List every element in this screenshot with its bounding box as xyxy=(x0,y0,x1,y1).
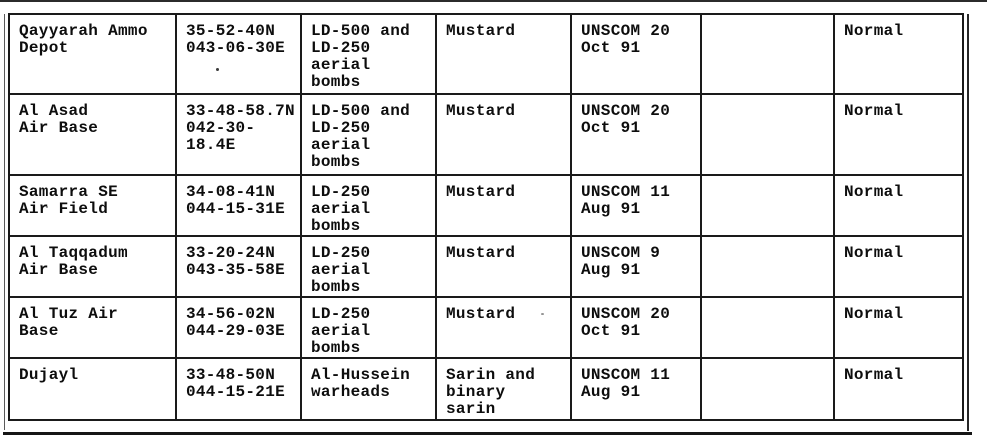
cell-blank xyxy=(700,296,835,359)
cell-coordinates: 33-20-24N 043-35-58E xyxy=(175,235,302,298)
cell-inspection: UNSCOM 20 Oct 91 xyxy=(570,13,702,95)
scan-speck xyxy=(541,313,544,315)
cell-blank xyxy=(700,174,835,237)
table-row: Al Tuz Air Base 34-56-02N 044-29-03E LD-… xyxy=(8,296,964,359)
scan-ghost-line-right xyxy=(967,14,969,431)
cell-site-name: Dujayl xyxy=(8,357,177,421)
scan-ghost-line-left xyxy=(4,14,5,430)
cell-inspection: UNSCOM 11 Aug 91 xyxy=(570,174,702,237)
cell-inspection: UNSCOM 11 Aug 91 xyxy=(570,357,702,421)
scan-speck xyxy=(216,68,219,71)
cell-munitions: LD-250 aerial bombs xyxy=(300,296,437,359)
cell-status: Normal xyxy=(833,296,964,359)
cell-coordinates: 34-08-41N 044-15-31E xyxy=(175,174,302,237)
cell-blank xyxy=(700,357,835,421)
scan-edge-line-bottom xyxy=(3,432,972,435)
table-row: Qayyarah Ammo Depot 35-52-40N 043-06-30E… xyxy=(8,13,964,95)
cell-agent: Mustard xyxy=(435,13,572,95)
cell-coordinates: 35-52-40N 043-06-30E xyxy=(175,13,302,95)
cell-agent: Mustard xyxy=(435,235,572,298)
cell-site-name: Samarra SE Air Field xyxy=(8,174,177,237)
cell-blank xyxy=(700,93,835,176)
cell-agent: Mustard xyxy=(435,93,572,176)
cell-inspection: UNSCOM 20 Oct 91 xyxy=(570,296,702,359)
cell-status: Normal xyxy=(833,235,964,298)
cell-agent: Mustard xyxy=(435,174,572,237)
table-row: Dujayl 33-48-50N 044-15-21E Al-Hussein w… xyxy=(8,357,964,421)
cell-munitions: LD-250 aerial bombs xyxy=(300,174,437,237)
cell-coordinates: 33-48-50N 044-15-21E xyxy=(175,357,302,421)
cell-agent: Mustard xyxy=(435,296,572,359)
table-row: Samarra SE Air Field 34-08-41N 044-15-31… xyxy=(8,174,964,237)
scan-edge-line-top xyxy=(0,0,987,2)
cell-status: Normal xyxy=(833,93,964,176)
cell-site-name: Al Asad Air Base xyxy=(8,93,177,176)
cell-site-name: Al Tuz Air Base xyxy=(8,296,177,359)
cell-munitions: LD-500 and LD-250 aerial bombs xyxy=(300,13,437,95)
scan-speck xyxy=(46,206,48,208)
cell-status: Normal xyxy=(833,174,964,237)
cell-inspection: UNSCOM 9 Aug 91 xyxy=(570,235,702,298)
table-row: Al Asad Air Base 33-48-58.7N 042-30- 18.… xyxy=(8,93,964,176)
cell-coordinates: 33-48-58.7N 042-30- 18.4E xyxy=(175,93,302,176)
facilities-table: Qayyarah Ammo Depot 35-52-40N 043-06-30E… xyxy=(8,13,964,421)
cell-agent: Sarin and binary sarin xyxy=(435,357,572,421)
cell-blank xyxy=(700,13,835,95)
cell-munitions: LD-500 and LD-250 aerial bombs xyxy=(300,93,437,176)
cell-inspection: UNSCOM 20 Oct 91 xyxy=(570,93,702,176)
cell-status: Normal xyxy=(833,357,964,421)
table-row: Al Taqqadum Air Base 33-20-24N 043-35-58… xyxy=(8,235,964,298)
cell-munitions: LD-250 aerial bombs xyxy=(300,235,437,298)
cell-status: Normal xyxy=(833,13,964,95)
cell-site-name: Al Taqqadum Air Base xyxy=(8,235,177,298)
cell-coordinates: 34-56-02N 044-29-03E xyxy=(175,296,302,359)
cell-blank xyxy=(700,235,835,298)
cell-munitions: Al-Hussein warheads xyxy=(300,357,437,421)
cell-site-name: Qayyarah Ammo Depot xyxy=(8,13,177,95)
